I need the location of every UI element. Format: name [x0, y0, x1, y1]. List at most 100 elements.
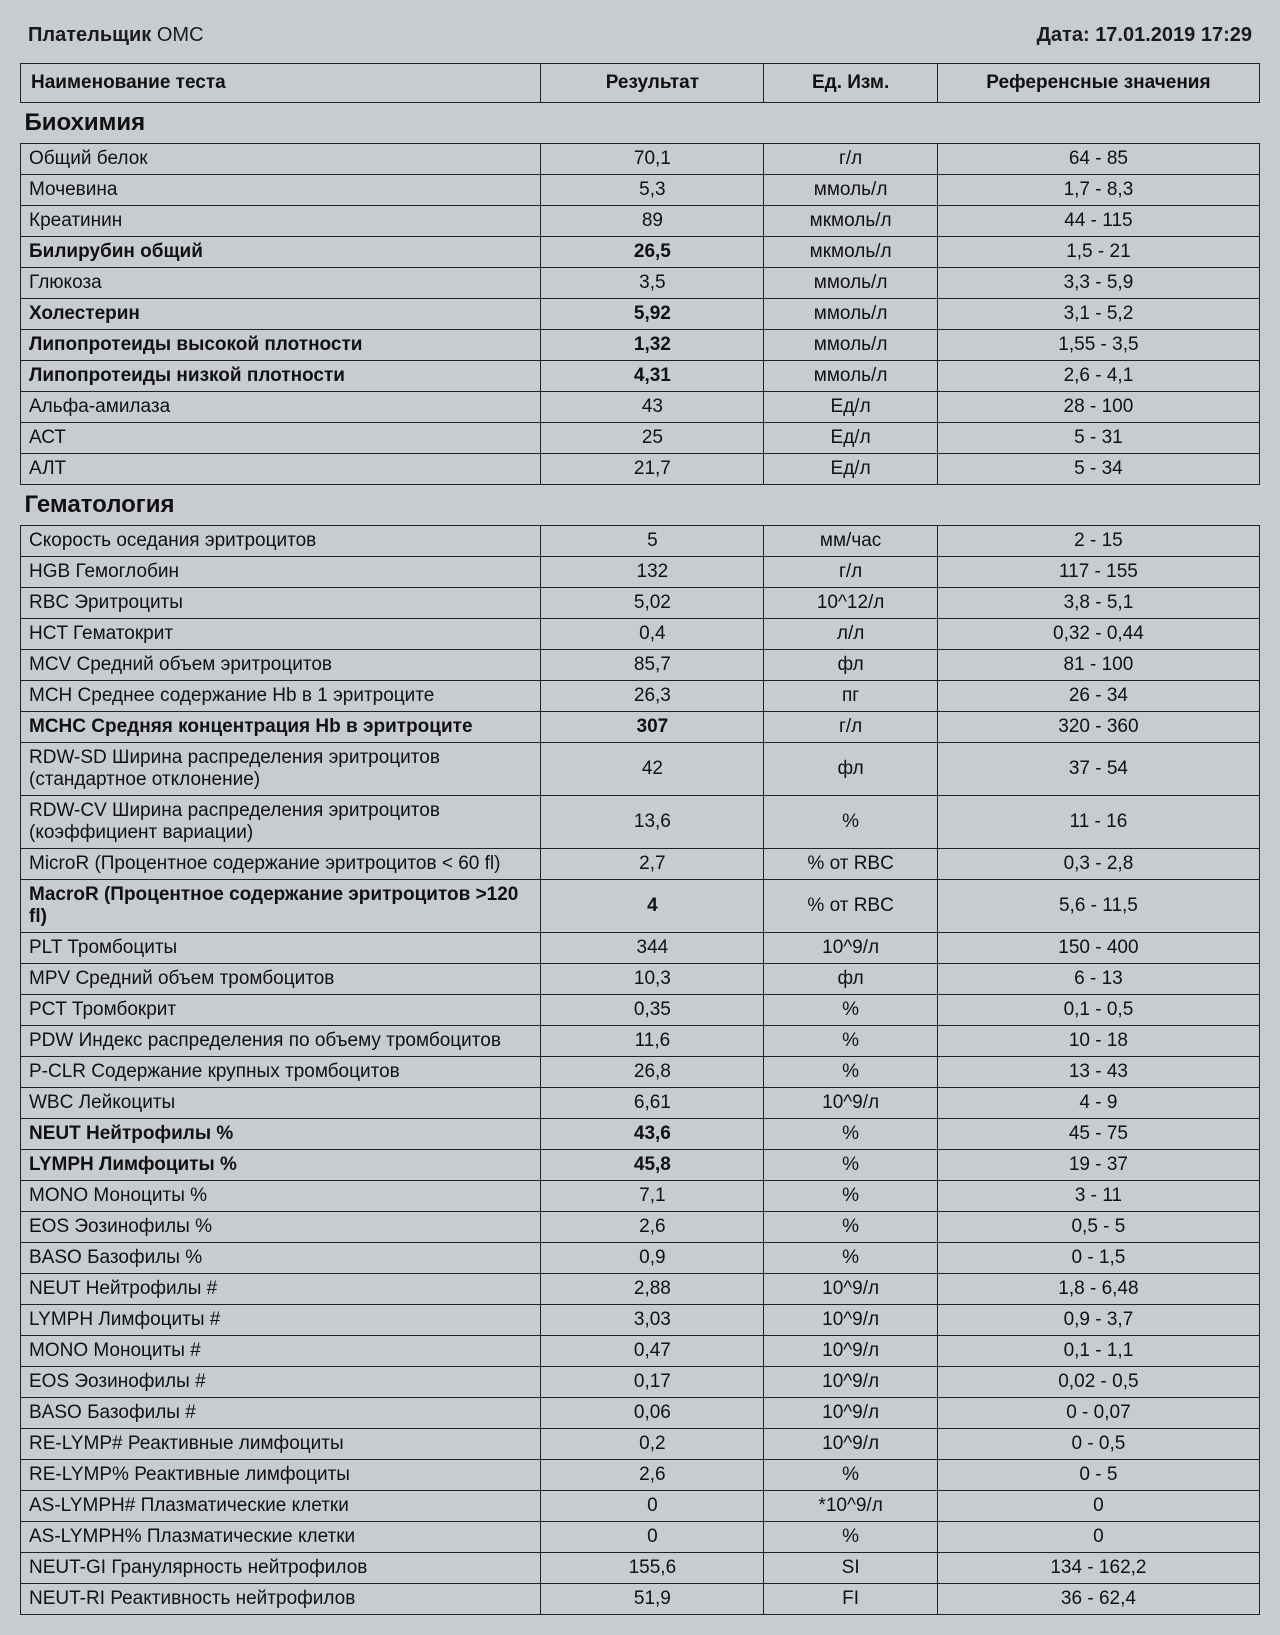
cell-test-name: MONO Моноциты # [21, 1336, 541, 1367]
cell-test-name: MacroR (Процентное содержание эритроцито… [21, 880, 541, 933]
cell-unit: % [764, 1119, 937, 1150]
cell-unit: пг [764, 681, 937, 712]
cell-reference: 0,9 - 3,7 [937, 1305, 1259, 1336]
cell-reference: 26 - 34 [937, 681, 1259, 712]
cell-test-name: EOS Эозинофилы % [21, 1212, 541, 1243]
cell-test-name: RDW-CV Ширина распределения эритроцитов … [21, 796, 541, 849]
table-row: Глюкоза3,5ммоль/л3,3 - 5,9 [21, 268, 1260, 299]
cell-test-name: NEUT-RI Реактивность нейтрофилов [21, 1584, 541, 1615]
cell-reference: 1,55 - 3,5 [937, 330, 1259, 361]
cell-unit: ммоль/л [764, 175, 937, 206]
cell-reference: 64 - 85 [937, 144, 1259, 175]
cell-test-name: Холестерин [21, 299, 541, 330]
cell-unit: 10^9/л [764, 1336, 937, 1367]
cell-test-name: Общий белок [21, 144, 541, 175]
cell-result: 0,4 [541, 619, 764, 650]
cell-reference: 0 [937, 1491, 1259, 1522]
cell-unit: фл [764, 964, 937, 995]
cell-reference: 150 - 400 [937, 933, 1259, 964]
cell-test-name: АСТ [21, 423, 541, 454]
cell-test-name: PLT Тромбоциты [21, 933, 541, 964]
cell-unit: % от RBC [764, 849, 937, 880]
col-header-test: Наименование теста [21, 64, 541, 103]
table-row: Липопротеиды низкой плотности4,31ммоль/л… [21, 361, 1260, 392]
table-row: Билирубин общий26,5мкмоль/л1,5 - 21 [21, 237, 1260, 268]
cell-result: 0,9 [541, 1243, 764, 1274]
cell-unit: 10^9/л [764, 1367, 937, 1398]
cell-reference: 4 - 9 [937, 1088, 1259, 1119]
table-row: PLT Тромбоциты34410^9/л150 - 400 [21, 933, 1260, 964]
cell-reference: 2 - 15 [937, 526, 1259, 557]
table-row: Креатинин89мкмоль/л44 - 115 [21, 206, 1260, 237]
table-row: MPV Средний объем тромбоцитов10,3фл6 - 1… [21, 964, 1260, 995]
cell-unit: 10^9/л [764, 1305, 937, 1336]
cell-test-name: MCH Среднее содержание Hb в 1 эритроците [21, 681, 541, 712]
table-row: HGB Гемоглобин132г/л117 - 155 [21, 557, 1260, 588]
cell-unit: ммоль/л [764, 299, 937, 330]
cell-unit: % [764, 796, 937, 849]
table-row: MCH Среднее содержание Hb в 1 эритроците… [21, 681, 1260, 712]
cell-test-name: AS-LYMPH% Плазматические клетки [21, 1522, 541, 1553]
cell-result: 43 [541, 392, 764, 423]
table-row: Общий белок70,1г/л64 - 85 [21, 144, 1260, 175]
cell-unit: % [764, 1212, 937, 1243]
cell-result: 5,3 [541, 175, 764, 206]
cell-reference: 0 - 0,07 [937, 1398, 1259, 1429]
cell-result: 21,7 [541, 454, 764, 485]
cell-unit: ммоль/л [764, 330, 937, 361]
cell-reference: 0 [937, 1522, 1259, 1553]
cell-result: 0,2 [541, 1429, 764, 1460]
cell-reference: 5 - 31 [937, 423, 1259, 454]
table-row: WBC Лейкоциты6,6110^9/л4 - 9 [21, 1088, 1260, 1119]
table-row: АЛТ21,7Ед/л5 - 34 [21, 454, 1260, 485]
table-row: AS-LYMPH% Плазматические клетки0%0 [21, 1522, 1260, 1553]
cell-result: 26,3 [541, 681, 764, 712]
cell-reference: 0,3 - 2,8 [937, 849, 1259, 880]
table-row: Липопротеиды высокой плотности1,32ммоль/… [21, 330, 1260, 361]
cell-test-name: RE-LYMP# Реактивные лимфоциты [21, 1429, 541, 1460]
cell-test-name: Скорость оседания эритроцитов [21, 526, 541, 557]
cell-reference: 117 - 155 [937, 557, 1259, 588]
cell-unit: 10^9/л [764, 1088, 937, 1119]
cell-result: 6,61 [541, 1088, 764, 1119]
table-row: PDW Индекс распределения по объему тромб… [21, 1026, 1260, 1057]
cell-reference: 1,8 - 6,48 [937, 1274, 1259, 1305]
section-title: Гематология [21, 485, 1260, 526]
cell-test-name: BASO Базофилы % [21, 1243, 541, 1274]
cell-unit: 10^9/л [764, 1429, 937, 1460]
col-header-result: Результат [541, 64, 764, 103]
table-row: NEUT Нейтрофилы #2,8810^9/л1,8 - 6,48 [21, 1274, 1260, 1305]
table-row: Мочевина5,3ммоль/л1,7 - 8,3 [21, 175, 1260, 206]
cell-unit: *10^9/л [764, 1491, 937, 1522]
cell-test-name: AS-LYMPH# Плазматические клетки [21, 1491, 541, 1522]
cell-result: 70,1 [541, 144, 764, 175]
cell-result: 2,6 [541, 1212, 764, 1243]
cell-unit: % [764, 1243, 937, 1274]
cell-unit: % от RBC [764, 880, 937, 933]
cell-unit: FI [764, 1584, 937, 1615]
cell-result: 5,02 [541, 588, 764, 619]
table-row: HCT Гематокрит0,4л/л0,32 - 0,44 [21, 619, 1260, 650]
cell-reference: 36 - 62,4 [937, 1584, 1259, 1615]
cell-unit: % [764, 995, 937, 1026]
table-row: AS-LYMPH# Плазматические клетки0*10^9/л0 [21, 1491, 1260, 1522]
cell-test-name: HGB Гемоглобин [21, 557, 541, 588]
cell-test-name: Билирубин общий [21, 237, 541, 268]
section-title: Биохимия [21, 103, 1260, 144]
table-row: LYMPH Лимфоциты #3,0310^9/л0,9 - 3,7 [21, 1305, 1260, 1336]
cell-unit: л/л [764, 619, 937, 650]
table-row: Альфа-амилаза43Ед/л28 - 100 [21, 392, 1260, 423]
cell-reference: 2,6 - 4,1 [937, 361, 1259, 392]
cell-test-name: PCT Тромбокрит [21, 995, 541, 1026]
table-row: АСТ25Ед/л5 - 31 [21, 423, 1260, 454]
cell-result: 0,47 [541, 1336, 764, 1367]
table-body: БиохимияОбщий белок70,1г/л64 - 85Мочевин… [21, 103, 1260, 1615]
cell-result: 43,6 [541, 1119, 764, 1150]
cell-test-name: PDW Индекс распределения по объему тромб… [21, 1026, 541, 1057]
cell-result: 26,5 [541, 237, 764, 268]
table-row: EOS Эозинофилы %2,6%0,5 - 5 [21, 1212, 1260, 1243]
cell-unit: % [764, 1150, 937, 1181]
cell-test-name: BASO Базофилы # [21, 1398, 541, 1429]
section-header-row: Биохимия [21, 103, 1260, 144]
cell-test-name: NEUT Нейтрофилы # [21, 1274, 541, 1305]
